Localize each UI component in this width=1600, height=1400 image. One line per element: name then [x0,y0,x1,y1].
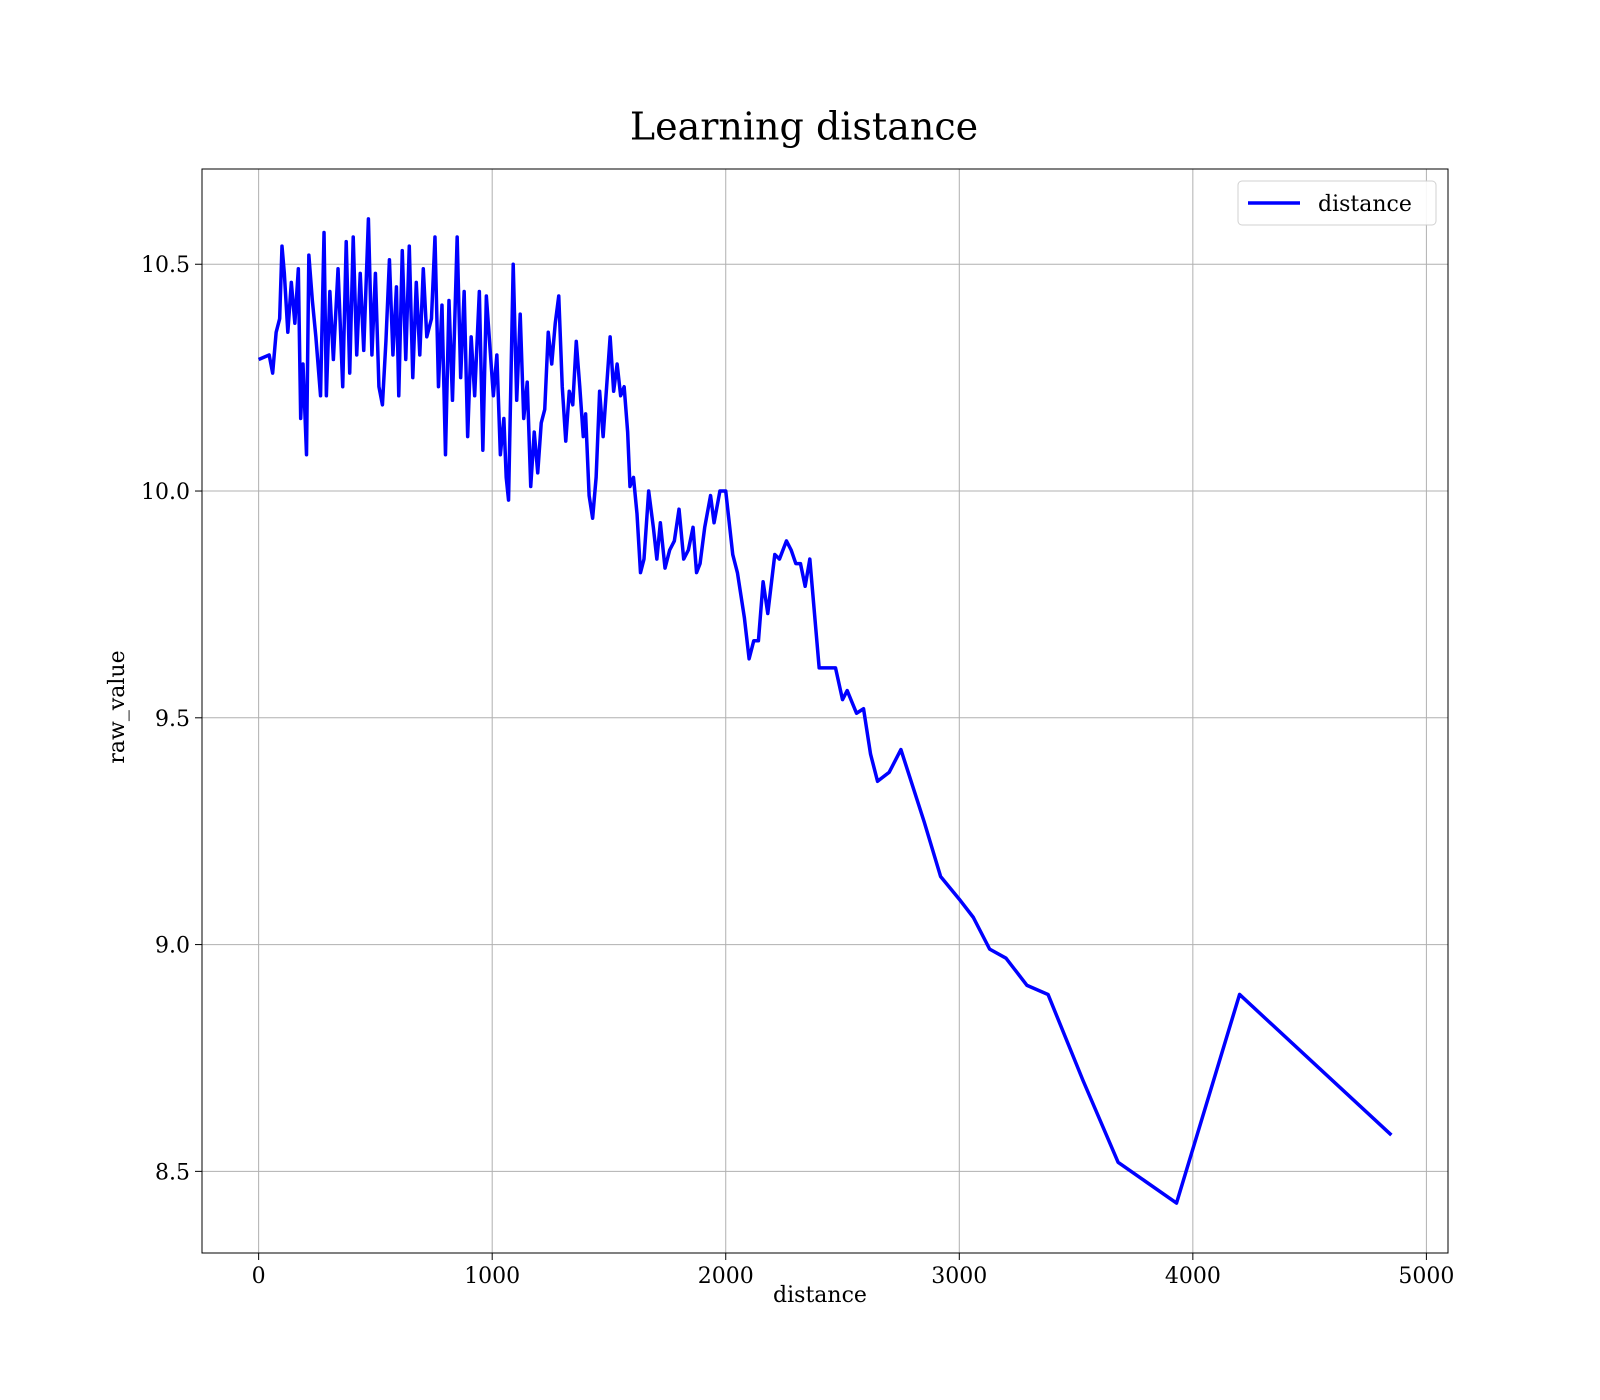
y-tick-label: 9.0 [155,934,190,959]
y-tick-label: 9.5 [155,707,190,732]
y-tick-label: 8.5 [155,1160,190,1185]
y-tick-label: 10.0 [141,480,190,505]
x-tick-label: 3000 [931,1264,987,1289]
legend-label: distance [1318,192,1412,217]
plot-frame [201,168,1449,1254]
legend-box [1237,180,1437,226]
chart-title: Learning distance [630,105,978,149]
x-tick-label: 0 [252,1264,266,1289]
x-tick-label: 2000 [698,1264,754,1289]
y-axis-label: raw_value [105,650,130,763]
x-tick-label: 1000 [464,1264,520,1289]
x-tick-label: 4000 [1165,1264,1221,1289]
x-axis-label: distance [773,1283,867,1308]
x-tick-label: 5000 [1398,1264,1454,1289]
data-line [257,217,1393,1205]
y-tick-label: 10.5 [141,253,190,278]
